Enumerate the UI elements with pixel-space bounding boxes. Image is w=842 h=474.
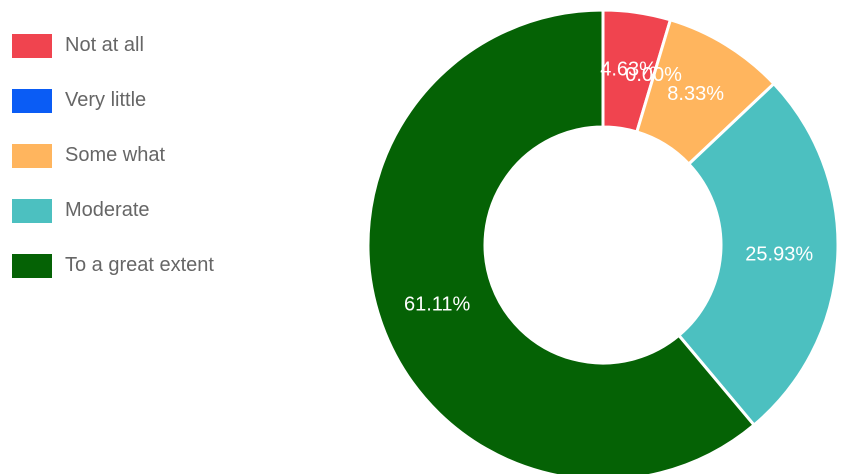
legend-item-some-what[interactable]: Some what [12,142,214,169]
slice-label-not-at-all: 4.63% [600,59,657,81]
legend-label-not-at-all: Not at all [65,34,144,56]
legend-item-not-at-all[interactable]: Not at all [12,32,214,59]
legend-swatch-some-what [12,143,52,168]
legend-swatch-to-a-great-extent [12,253,52,278]
legend-swatch-very-little [12,88,52,113]
slice-label-very-little: 0.00% [625,64,682,86]
slice-label-some-what: 8.33% [667,83,724,105]
slice-moderate[interactable] [676,81,840,428]
slice-label-moderate: 25.93% [745,244,813,266]
legend-label-very-little: Very little [65,89,147,111]
legend-swatch-not-at-all [12,33,52,58]
legend-swatch-moderate [12,198,52,223]
slice-label-to-a-great-extent: 61.11% [404,294,471,316]
legend-label-to-a-great-extent: To a great extent [65,254,214,276]
legend: Not at all Very little Some what Moderat… [12,32,214,279]
legend-item-to-a-great-extent[interactable]: To a great extent [12,252,214,279]
legend-item-very-little[interactable]: Very little [12,87,214,114]
slice-to-a-great-extent[interactable] [366,8,757,474]
legend-label-moderate: Moderate [65,199,150,221]
legend-label-some-what: Some what [65,144,166,166]
legend-item-moderate[interactable]: Moderate [12,197,214,224]
